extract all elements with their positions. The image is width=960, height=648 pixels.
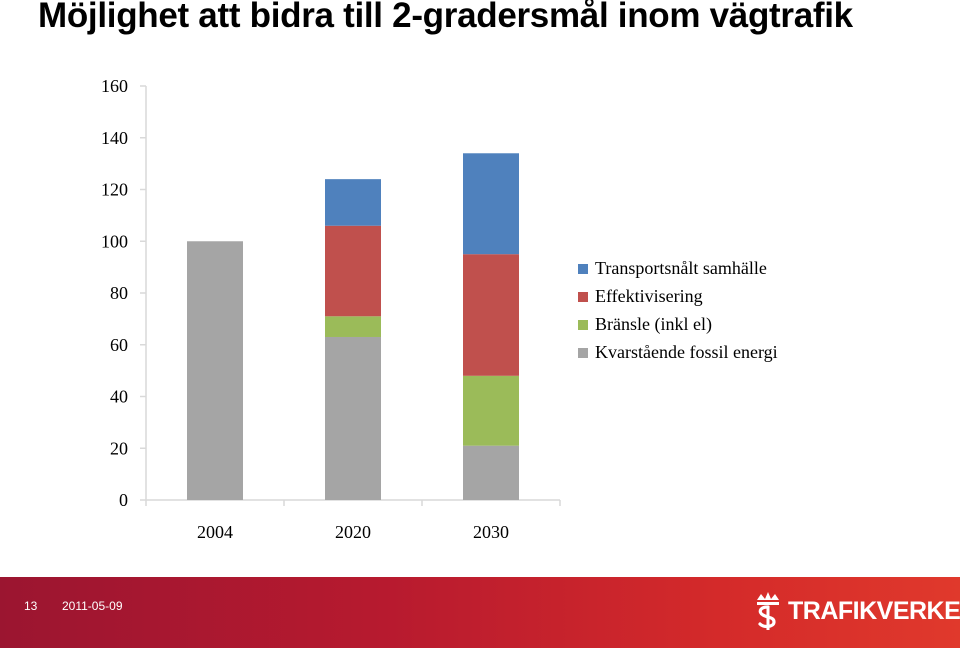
bar-segment <box>325 336 381 500</box>
y-tick-label: 160 <box>101 76 128 96</box>
legend-swatch <box>578 320 588 330</box>
legend-label: Kvarstående fossil energi <box>595 342 778 362</box>
bar-segment <box>325 179 381 226</box>
legend-label: Effektivisering <box>595 286 703 306</box>
slide-title: Möjlighet att bidra till 2-gradersmål in… <box>38 0 853 35</box>
legend-label: Transportsnålt samhälle <box>595 258 767 278</box>
y-tick-label: 120 <box>101 180 128 200</box>
trafikverket-logo: TRAFIKVERKET <box>754 591 960 631</box>
chart-bars <box>187 153 519 500</box>
y-tick-label: 100 <box>101 231 128 251</box>
x-tick-label: 2004 <box>197 522 233 542</box>
y-tick-label: 80 <box>110 283 128 303</box>
stacked-bar-chart: 0 20 40 60 80 100 120 140 160 2004 2020 2030 Trans… <box>101 76 778 542</box>
y-tick-label: 0 <box>119 490 128 510</box>
legend-swatch <box>578 264 588 274</box>
bar-segment <box>187 241 243 500</box>
slide-number: 13 <box>24 599 38 613</box>
x-axis-labels: 2004 2020 2030 <box>197 522 509 542</box>
footer-bar: 13 2011-05-09 TRAFIKVERKET <box>0 577 960 648</box>
slide-date: 2011-05-09 <box>62 599 123 613</box>
logo-text: TRAFIKVERKET <box>788 596 960 625</box>
x-tick-label: 2030 <box>473 522 509 542</box>
legend-swatch <box>578 292 588 302</box>
y-tick-label: 140 <box>101 128 128 148</box>
legend-label: Bränsle (inkl el) <box>595 314 712 335</box>
bar-segment <box>463 445 519 500</box>
y-tick-label: 60 <box>110 335 128 355</box>
bar-segment <box>463 375 519 446</box>
x-tick-label: 2020 <box>335 522 371 542</box>
bar-segment <box>325 225 381 317</box>
bar-segment <box>463 153 519 255</box>
y-tick-label: 20 <box>110 438 128 458</box>
chart-legend: Transportsnålt samhälle Effektivisering Br… <box>578 258 778 362</box>
legend-swatch <box>578 348 588 358</box>
bar-segment <box>463 254 519 376</box>
y-tick-label: 40 <box>110 387 128 407</box>
bar-segment <box>325 316 381 337</box>
crown-emblem-icon <box>757 592 779 630</box>
